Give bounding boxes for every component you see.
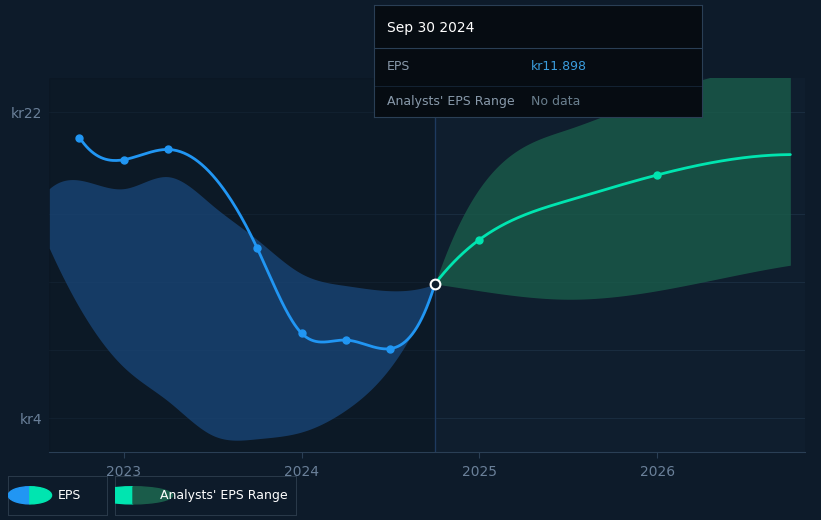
- Text: No data: No data: [531, 95, 580, 108]
- Wedge shape: [133, 487, 172, 504]
- Text: Analysts Forecasts: Analysts Forecasts: [438, 103, 555, 116]
- Text: Analysts' EPS Range: Analysts' EPS Range: [387, 95, 514, 108]
- Text: EPS: EPS: [387, 60, 410, 73]
- Wedge shape: [8, 487, 30, 504]
- Bar: [49, 78, 435, 452]
- Text: kr11.898: kr11.898: [531, 60, 587, 73]
- Text: Analysts' EPS Range: Analysts' EPS Range: [160, 489, 287, 502]
- Text: EPS: EPS: [57, 489, 80, 502]
- Text: Actual: Actual: [392, 103, 431, 116]
- Wedge shape: [30, 487, 52, 504]
- Wedge shape: [94, 487, 133, 504]
- Text: Sep 30 2024: Sep 30 2024: [387, 21, 474, 34]
